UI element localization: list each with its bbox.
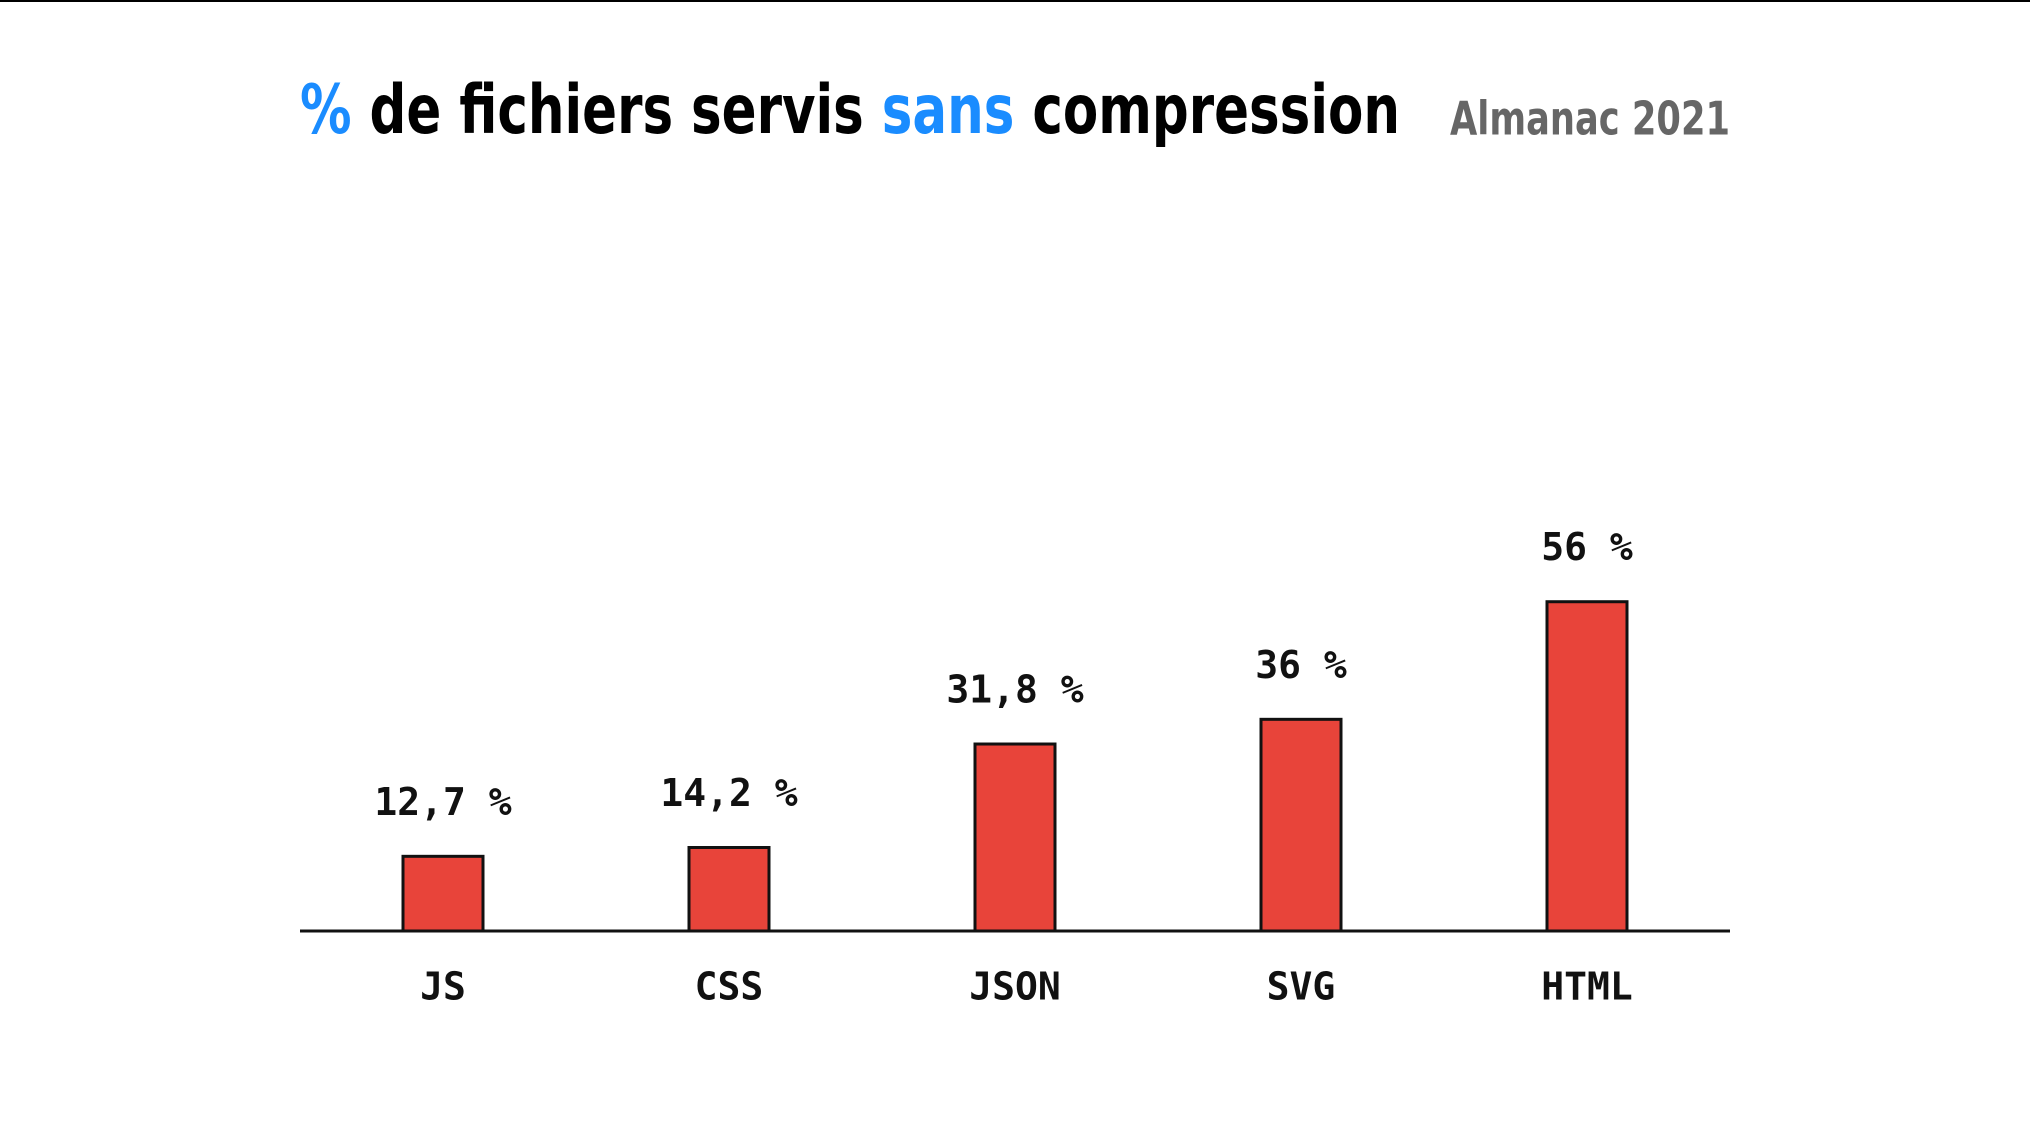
bar <box>1259 717 1343 933</box>
x-tick-label: JS <box>420 965 466 1009</box>
bar <box>973 742 1057 933</box>
title-part: de fichiers servis <box>370 71 864 150</box>
chart-title: % de fichiers servis sans compression <box>300 71 1400 150</box>
value-label: 31,8 % <box>946 668 1083 712</box>
x-tick-label: CSS <box>695 965 764 1009</box>
value-label: 12,7 % <box>374 780 511 824</box>
x-tick-label: SVG <box>1267 965 1336 1009</box>
x-tick-label: HTML <box>1541 965 1633 1009</box>
chart-subtitle: Almanac 2021 <box>1450 92 1730 146</box>
value-label: 14,2 % <box>660 771 797 815</box>
title-part: % <box>300 71 352 150</box>
value-label: 56 % <box>1541 525 1633 569</box>
bar <box>401 854 485 933</box>
title-part: compression <box>1032 71 1400 150</box>
bar <box>687 846 771 933</box>
bar <box>1545 600 1629 933</box>
value-label: 36 % <box>1255 643 1347 687</box>
x-tick-label: JSON <box>969 965 1061 1009</box>
title-part: sans <box>882 71 1015 150</box>
